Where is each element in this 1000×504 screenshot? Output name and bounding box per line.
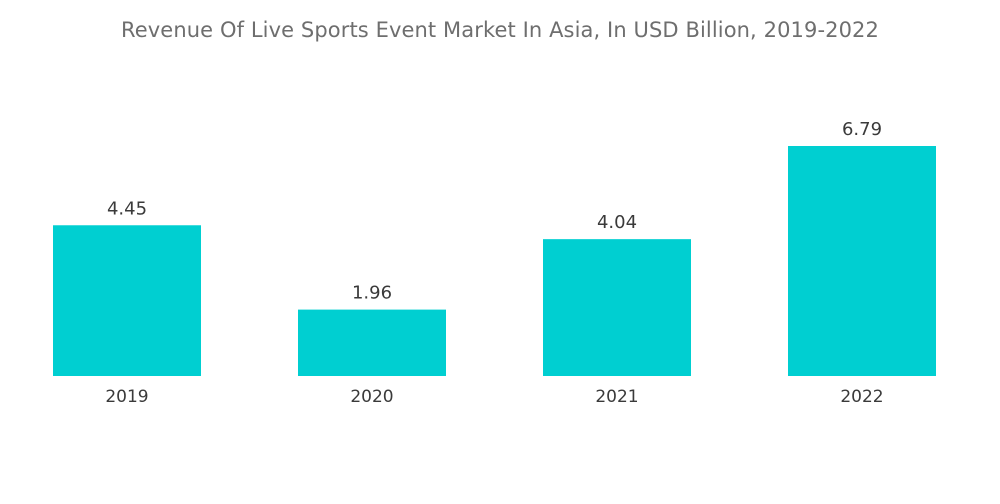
- value-label-2022: 6.79: [842, 119, 882, 140]
- x-tick-labels-group: 2019 2020 2021 2022: [105, 387, 883, 407]
- chart-title: Revenue Of Live Sports Event Market In A…: [121, 18, 879, 42]
- bar-2020: [298, 309, 446, 376]
- x-tick-label-2020: 2020: [350, 387, 393, 407]
- x-tick-label-2021: 2021: [595, 387, 638, 407]
- bar-2021: [543, 239, 691, 376]
- x-tick-label-2022: 2022: [840, 387, 883, 407]
- bars-group: [53, 146, 936, 376]
- value-label-2021: 4.04: [597, 212, 637, 233]
- value-labels-group: 4.45 1.96 4.04 6.79: [107, 119, 882, 304]
- bar-2019: [53, 225, 201, 376]
- x-tick-label-2019: 2019: [105, 387, 148, 407]
- bar-2022: [788, 146, 936, 376]
- value-label-2019: 4.45: [107, 198, 147, 219]
- value-label-2020: 1.96: [352, 283, 392, 304]
